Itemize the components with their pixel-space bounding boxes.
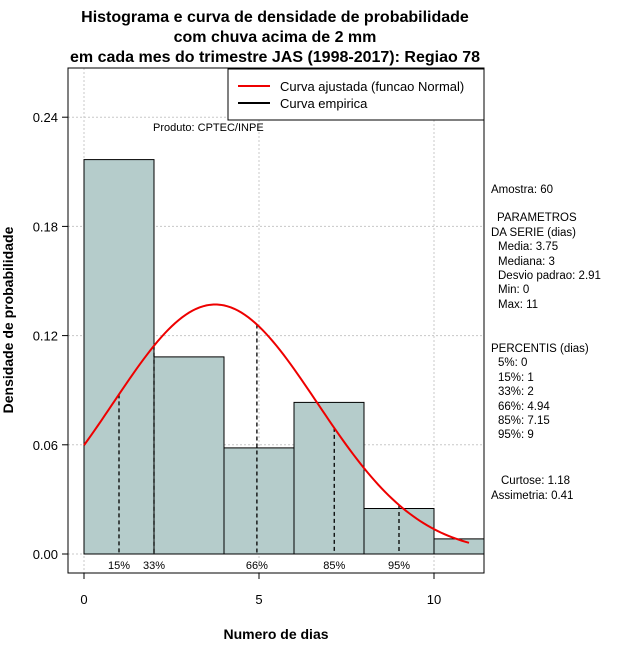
y-tick-label: 0.12: [33, 329, 58, 344]
percentile-marker-label: 15%: [108, 560, 130, 572]
legend-label-empirical: Curva empirica: [280, 96, 368, 111]
kurtosis: Curtose: 1.18: [501, 475, 570, 487]
fitted-normal-curve: [83, 303, 470, 544]
y-tick-label: 0.00: [33, 547, 58, 562]
param-median: Mediana: 3: [498, 256, 555, 268]
legend-box: [227, 68, 485, 121]
histogram-bars: [83, 159, 485, 555]
y-tick-label: 0.06: [33, 438, 58, 453]
percentil-95: 95%: 9: [498, 429, 534, 441]
y-axis-ticks: 0.00 0.06 0.12 0.18 0.24: [33, 110, 68, 562]
x-tick-label: 0: [80, 592, 87, 607]
chart-title-line-1: Histograma e curva de densidade de proba…: [81, 9, 469, 26]
percentile-marker-label: 66%: [246, 560, 268, 572]
params-title-1: PARAMETROS: [497, 212, 577, 224]
x-tick-label: 5: [255, 592, 262, 607]
percentile-markers: 15% 33% 66% 85% 95%: [108, 324, 410, 572]
x-tick-label: 10: [427, 592, 441, 607]
percentile-marker-label: 95%: [388, 560, 410, 572]
x-axis-ticks: 0 5 10: [80, 573, 441, 607]
params-title-2: DA SERIE (dias): [491, 227, 576, 239]
chart-title-line-3: em cada mes do trimestre JAS (1998-2017)…: [70, 49, 480, 66]
percentile-marker-label: 33%: [143, 560, 165, 572]
y-tick-label: 0.24: [33, 110, 58, 125]
product-annotation: Produto: CPTEC/INPE: [153, 122, 264, 134]
percentile-marker-label: 85%: [323, 560, 345, 572]
legend-label-fitted: Curva ajustada (funcao Normal): [280, 79, 464, 94]
percentil-85: 85%: 7.15: [498, 415, 550, 427]
percentil-5: 5%: 0: [498, 357, 527, 369]
param-max: Max: 11: [498, 299, 538, 311]
param-min: Min: 0: [498, 284, 529, 296]
histogram-bar: [363, 508, 435, 555]
y-tick-label: 0.18: [33, 219, 58, 234]
percentil-33: 33%: 2: [498, 386, 534, 398]
param-mean: Media: 3.75: [498, 241, 558, 253]
plot-frame: [67, 67, 485, 574]
x-axis-title: Numero de dias: [223, 626, 328, 642]
histogram-bar: [153, 356, 225, 555]
histogram-bar: [223, 447, 295, 555]
chart-title-line-2: com chuva acima de 2 mm: [174, 29, 377, 46]
histogram-bar: [433, 538, 485, 555]
legend: Curva ajustada (funcao Normal) Curva emp…: [227, 68, 485, 121]
skewness: Assimetria: 0.41: [491, 490, 573, 502]
fitted-curve-group: [83, 303, 470, 544]
param-stddev: Desvio padrao: 2.91: [498, 270, 601, 282]
percentil-15: 15%: 1: [498, 372, 534, 384]
y-axis-title: Densidade de probabilidade: [0, 226, 16, 413]
percentil-66: 66%: 4.94: [498, 401, 550, 413]
histogram-bar: [293, 401, 365, 555]
percentis-title: PERCENTIS (dias): [491, 343, 589, 355]
statistics-panel: Amostra: 60 PARAMETROS DA SERIE (dias) M…: [491, 184, 601, 502]
sample-size: Amostra: 60: [491, 184, 553, 196]
